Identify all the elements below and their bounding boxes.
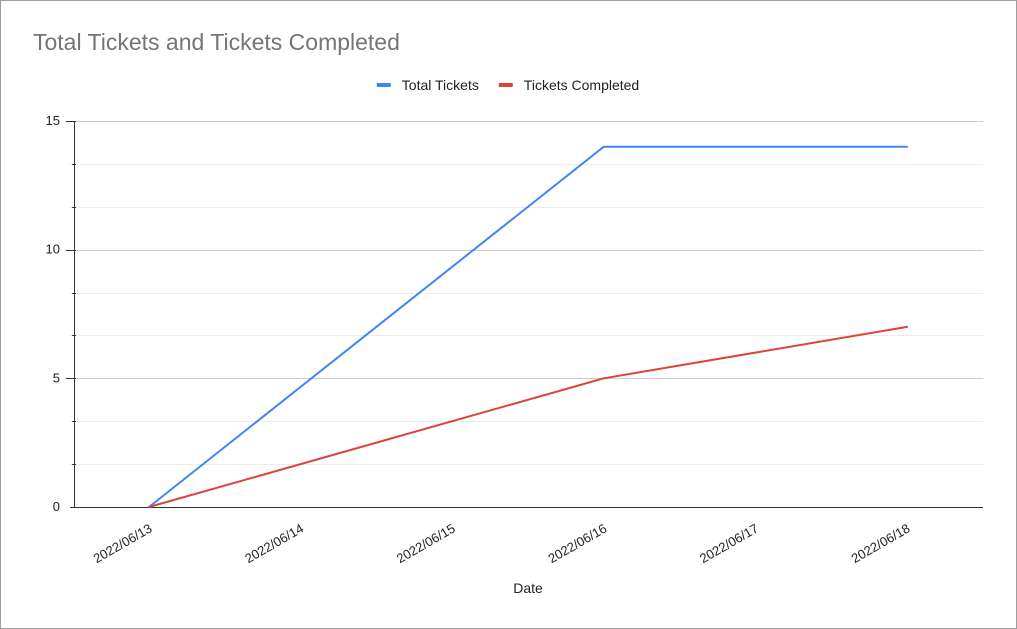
x-tick-label: 2022/06/14: [242, 521, 306, 567]
legend-item-tickets-completed[interactable]: Tickets Completed: [498, 77, 639, 93]
legend[interactable]: Total Tickets Tickets Completed: [376, 77, 639, 93]
legend-swatch: [376, 83, 391, 87]
legend-swatch: [498, 83, 513, 87]
x-tick-label: 2022/06/18: [849, 521, 913, 567]
series-line-tickets-completed[interactable]: [148, 325, 908, 508]
x-tick-label: 2022/06/17: [697, 521, 761, 567]
grid-lines: [70, 121, 983, 465]
x-tick-label: 2022/06/13: [91, 521, 155, 567]
x-tick-label: 2022/06/16: [545, 521, 609, 567]
axes: 0 5 10 15 2022/06/13 2022/06/14 2022/06/15 2022…: [46, 113, 983, 566]
x-tick-label: 2022/06/15: [394, 521, 458, 567]
y-tick-label: 5: [53, 370, 60, 385]
series-lines: [148, 145, 908, 508]
chart-title: Total Tickets and Tickets Completed: [33, 29, 400, 55]
series-line-total-tickets[interactable]: [148, 145, 908, 508]
legend-label: Tickets Completed: [524, 77, 639, 93]
legend-item-total-tickets[interactable]: Total Tickets: [376, 77, 479, 93]
y-tick-label: 10: [46, 242, 60, 257]
y-tick-label: 15: [46, 113, 60, 128]
x-axis-title: Date: [513, 580, 543, 596]
legend-label: Total Tickets: [402, 77, 479, 93]
y-tick-label: 0: [53, 499, 60, 514]
